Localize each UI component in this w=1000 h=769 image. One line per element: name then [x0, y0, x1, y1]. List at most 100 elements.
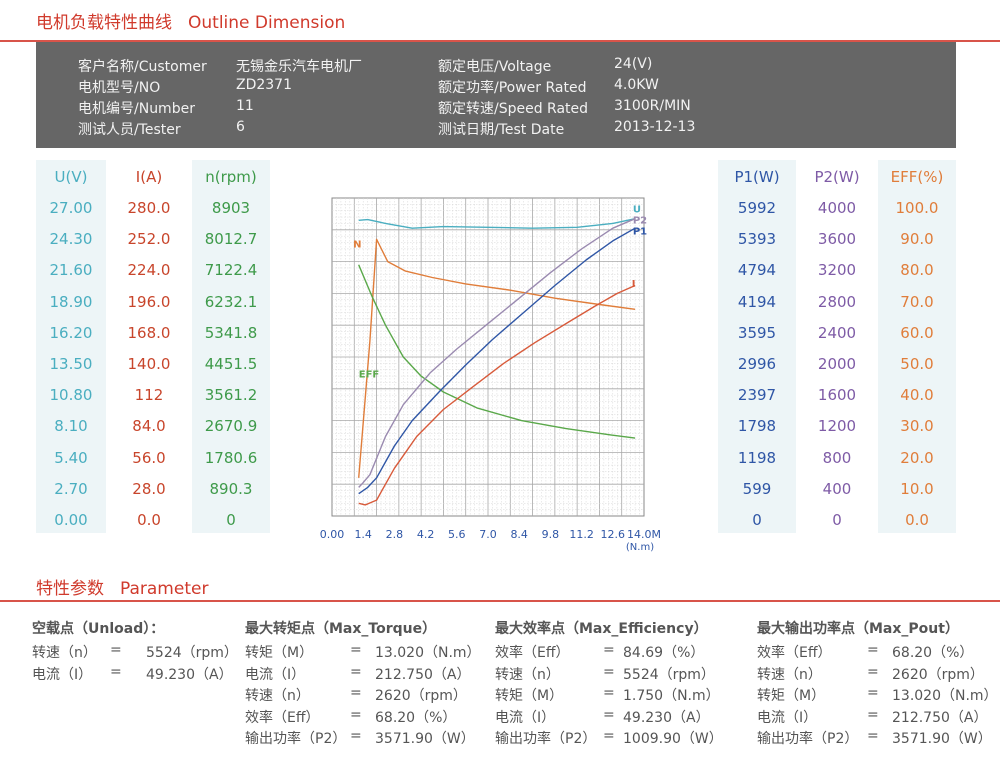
parameter-equals: =	[350, 706, 362, 723]
info-label: 测试日期/Test Date	[438, 122, 565, 138]
scale-value-eff: 40.0	[900, 386, 934, 405]
scale-value-u: 10.80	[49, 386, 93, 405]
scale-value-i: 112	[134, 386, 164, 405]
scale-value-n: 3561.2	[204, 386, 258, 405]
scale-value-p2: 2000	[817, 355, 857, 373]
scale-value-n: 7122.4	[204, 261, 258, 280]
scale-value-p1: 2397	[737, 386, 777, 405]
scale-value-i: 56.0	[132, 448, 166, 467]
scale-value-i: 84.0	[132, 417, 166, 436]
scale-value-p1: 1798	[737, 417, 777, 436]
scale-value-u: 5.40	[54, 448, 88, 467]
parameter-value: 212.750（A）	[892, 709, 988, 726]
parameter-value: 1.750（N.m）	[623, 688, 720, 704]
scale-value-p2: 3600	[817, 230, 857, 249]
series-line-p2	[358, 218, 636, 488]
parameter-value: 13.020（N.m）	[892, 688, 998, 704]
scale-column-u: U(V) 27.00 24.30 21.60 18.90 16.20 13.50 10.80 8…	[36, 160, 106, 533]
scale-header-n: n(rpm)	[205, 168, 257, 186]
info-label: 额定电压/Voltage	[438, 59, 552, 75]
scale-column-n: n(rpm) 8903 8012.7 7122.4 6232.1 5341.8 4451.5…	[192, 160, 270, 533]
scale-value-eff: 90.0	[900, 230, 934, 249]
parameter-equals: =	[603, 706, 615, 723]
info-label: 电机编号/Number	[78, 101, 195, 117]
scale-header-p2: P2(W)	[814, 168, 860, 186]
parameter-title-en: Parameter	[120, 579, 209, 599]
scale-value-i: 280.0	[127, 199, 171, 217]
scale-value-p1: 2996	[737, 355, 777, 373]
scale-value-u: 24.30	[49, 230, 93, 249]
parameter-value: 68.20（%）	[892, 645, 974, 661]
parameter-key: 效率（Eff）	[245, 709, 320, 726]
scale-value-p1: 599	[742, 479, 772, 498]
parameter-value: 2620（rpm）	[375, 688, 467, 704]
scale-value-p2: 800	[822, 448, 852, 467]
scale-value-p2: 0	[832, 511, 842, 529]
scale-value-eff: 20.0	[900, 448, 934, 467]
scale-header-u: U(V)	[54, 168, 88, 186]
scale-value-n: 1780.6	[204, 448, 258, 467]
info-value: 2013-12-13	[614, 119, 696, 135]
scale-column-eff: EFF(%) 100.0 90.0 80.0 70.0 60.0 50.0 40.0 30.0 2…	[878, 160, 956, 533]
scale-value-n: 2670.9	[204, 417, 258, 436]
scale-value-eff: 60.0	[900, 323, 934, 342]
parameter-equals: =	[603, 728, 615, 744]
parameter-key: 电流（I）	[245, 666, 306, 683]
parameter-equals: =	[867, 663, 879, 680]
scale-value-p1: 1198	[737, 448, 777, 467]
parameter-equals: =	[350, 663, 362, 680]
scale-header-eff: EFF(%)	[890, 168, 944, 186]
scale-value-i: 224.0	[127, 261, 171, 280]
x-tick-label: 9.8	[542, 528, 560, 541]
parameter-value: 68.20（%）	[375, 709, 457, 726]
parameter-equals: =	[603, 663, 615, 680]
scale-value-eff: 70.0	[900, 292, 934, 311]
parameter-key: 转矩（M）	[495, 688, 564, 704]
parameter-value: 84.69（%）	[623, 645, 705, 661]
parameter-key: 转矩（M）	[245, 645, 314, 661]
scale-value-p1: 4194	[737, 292, 777, 311]
scale-value-n: 8903	[211, 199, 251, 217]
parameter-title: 特性参数 Parameter	[36, 574, 208, 599]
scale-value-u: 8.10	[54, 417, 88, 436]
scale-value-n: 5341.8	[204, 323, 258, 342]
series-label-u: U	[633, 204, 641, 215]
load-characteristic-chart: 0.00 1.4 2.8 4.2 5.6 7.0 8.4 9.8 11.2 12.6 14.0M(N…	[320, 197, 661, 553]
scale-value-n: 0	[226, 511, 236, 529]
parameter-rule	[0, 600, 1000, 602]
series-label-n: N	[353, 239, 361, 250]
parameter-title-cn: 特性参数	[36, 579, 104, 599]
scale-value-p1: 5992	[737, 199, 777, 217]
parameter-key: 转速（n）	[32, 645, 97, 661]
scale-value-u: 0.00	[54, 511, 88, 529]
x-tick-label: 4.2	[417, 528, 435, 541]
scale-value-u: 2.70	[54, 479, 88, 498]
scale-value-p2: 2800	[817, 292, 857, 311]
parameter-equals: =	[603, 685, 615, 701]
info-value: 6	[236, 119, 245, 135]
scale-column-p1: P1(W) 5992 5393 4794 4194 3595 2996 2397 1798 119…	[718, 160, 796, 533]
parameter-group-title: 最大输出功率点（Max_Pout）	[757, 621, 959, 637]
scale-value-i: 168.0	[127, 323, 171, 342]
parameter-equals: =	[350, 728, 362, 744]
parameter-equals: =	[867, 685, 879, 701]
parameter-value: 49.230（A）	[623, 709, 710, 726]
scale-value-p1: 3595	[737, 323, 777, 342]
scale-value-i: 196.0	[127, 292, 171, 311]
x-axis-label: (N.m)	[626, 542, 654, 553]
scale-value-p2: 3200	[817, 261, 857, 280]
scale-value-eff: 10.0	[900, 479, 934, 498]
parameter-key: 转速（n）	[757, 666, 822, 683]
parameter-key: 电流（I）	[495, 709, 556, 726]
info-label: 额定转速/Speed Rated	[438, 101, 589, 117]
parameter-key: 转速（n）	[245, 688, 310, 704]
series-label-i: I	[632, 279, 636, 290]
series-label-eff: EFF	[359, 370, 380, 381]
scale-value-i: 252.0	[127, 230, 171, 249]
scale-value-u: 16.20	[49, 323, 93, 342]
scale-value-p2: 2400	[817, 323, 857, 342]
scale-value-p1: 5393	[737, 230, 777, 249]
scale-value-i: 28.0	[132, 479, 166, 498]
parameter-group-title: 最大效率点（Max_Efficiency）	[495, 621, 708, 637]
parameter-key: 输出功率（P2）	[757, 731, 859, 747]
